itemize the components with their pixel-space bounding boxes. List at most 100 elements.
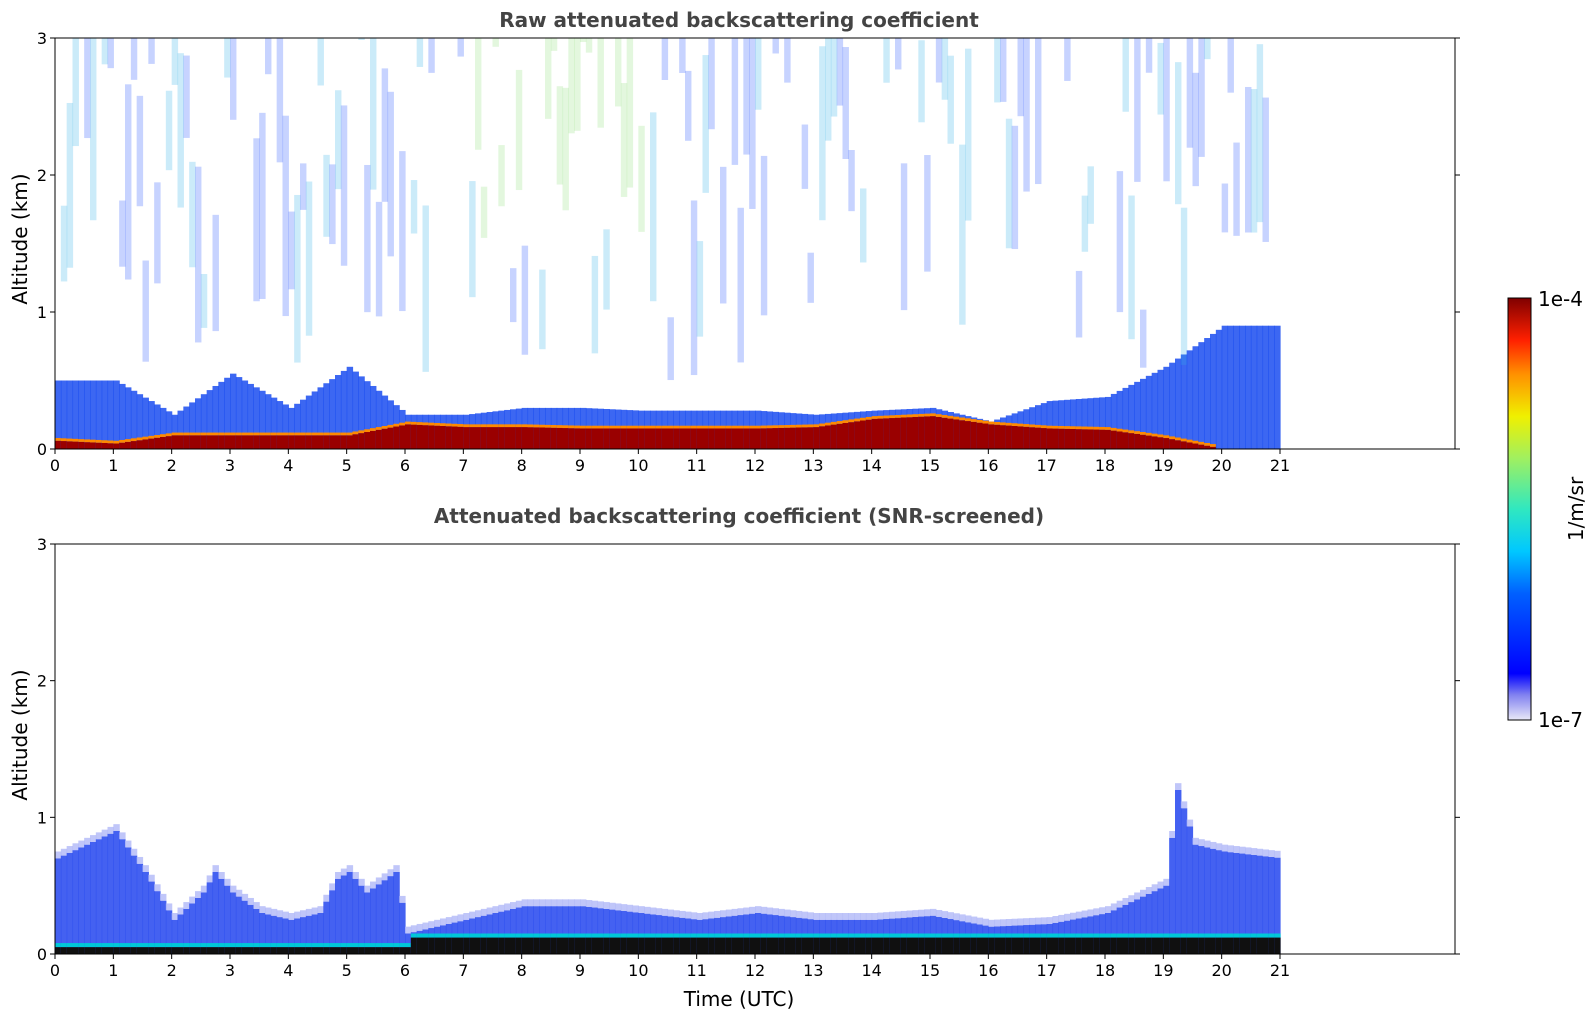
x-tick-label: 11 — [686, 961, 706, 980]
heat-cell — [457, 424, 464, 427]
heat-cell — [1017, 937, 1024, 954]
heat-cell — [440, 918, 447, 926]
heat-cell — [90, 380, 97, 450]
heat-cell — [317, 38, 324, 86]
heat-cell — [235, 943, 243, 948]
y-tick-label: 1 — [37, 303, 47, 322]
heat-cell — [1163, 38, 1170, 182]
heat-cell — [1140, 432, 1147, 435]
heat-cell — [183, 943, 190, 948]
heat-cell — [1040, 937, 1048, 954]
heat-cell — [393, 865, 400, 872]
heat-cell — [766, 425, 774, 429]
heat-cell — [352, 878, 359, 954]
heat-cell — [667, 933, 674, 938]
heat-cell — [615, 428, 622, 449]
heat-cell — [1099, 933, 1106, 938]
heat-cell — [830, 913, 838, 920]
heat-cell — [539, 906, 546, 954]
heat-cell — [329, 883, 336, 891]
heat-cell — [661, 937, 669, 954]
heat-cell — [1169, 933, 1176, 938]
heat-cell — [766, 907, 774, 915]
heat-cell — [912, 416, 919, 449]
heat-cell — [1262, 933, 1269, 938]
heat-cell — [725, 933, 733, 938]
heat-cell — [1180, 441, 1188, 449]
heat-cell — [317, 387, 324, 450]
heat-cell — [1087, 398, 1094, 450]
heat-cell — [125, 847, 132, 954]
heat-cell — [1215, 933, 1223, 938]
heat-cell — [119, 947, 126, 954]
x-tick-label: 2 — [167, 961, 177, 980]
x-tick-label: 17 — [1036, 961, 1056, 980]
heat-cell — [1157, 369, 1164, 450]
heat-cell — [877, 912, 884, 920]
heat-cell — [224, 885, 231, 954]
heat-cell — [399, 151, 406, 312]
heat-cell — [848, 933, 855, 938]
heat-cell — [247, 943, 254, 948]
heat-cell — [597, 901, 604, 909]
heat-cell — [422, 422, 429, 426]
heat-cell — [1145, 432, 1153, 436]
heat-cell — [655, 937, 663, 954]
heat-cell — [352, 371, 359, 450]
heat-cell — [1198, 444, 1205, 449]
heat-cell — [498, 145, 505, 207]
heat-cell — [247, 435, 254, 449]
heat-cell — [912, 414, 919, 417]
heat-cell — [1099, 937, 1106, 954]
heat-cell — [766, 428, 774, 449]
heat-cell — [615, 425, 622, 429]
heat-cell — [311, 435, 319, 449]
heat-cell — [66, 846, 74, 853]
heat-cell — [795, 910, 803, 918]
heat-cell — [160, 943, 167, 948]
heat-cell — [801, 424, 809, 428]
heat-cell — [720, 933, 727, 938]
heat-cell — [906, 414, 914, 418]
heat-cell — [1110, 393, 1118, 450]
heat-cell — [585, 933, 593, 938]
heat-cell — [1210, 444, 1217, 447]
heat-cell — [690, 425, 698, 429]
heat-cell — [714, 425, 721, 429]
heat-cell — [1175, 62, 1182, 205]
heat-cell — [165, 943, 173, 948]
heat-cell — [195, 435, 202, 449]
heat-cell — [107, 833, 114, 954]
heat-cell — [393, 423, 400, 427]
heat-cell — [1046, 401, 1054, 450]
heat-cell — [755, 937, 762, 954]
heat-cell — [515, 427, 523, 449]
heat-cell — [55, 438, 62, 441]
heat-cell — [270, 397, 278, 450]
heat-cell — [714, 933, 721, 938]
heat-cell — [463, 427, 470, 449]
heat-cell — [183, 435, 190, 449]
heat-cell — [1169, 837, 1176, 954]
heat-cell — [778, 427, 785, 449]
heat-cell — [1099, 907, 1106, 915]
heat-cell — [195, 166, 202, 343]
heat-cell — [585, 937, 593, 954]
y-tick-label: 3 — [37, 29, 47, 48]
heat-cell — [1221, 851, 1229, 954]
heat-cell — [358, 38, 365, 41]
heat-cell — [673, 425, 680, 429]
heat-cell — [125, 441, 132, 449]
heat-cell — [212, 385, 219, 450]
x-tick-label: 14 — [861, 961, 881, 980]
heat-cell — [994, 919, 1001, 927]
heat-cell — [825, 933, 832, 938]
heat-cell — [270, 435, 278, 449]
heat-cell — [399, 947, 406, 954]
heat-cell — [708, 38, 715, 130]
heat-cell — [988, 421, 995, 425]
heat-cell — [725, 937, 733, 954]
heat-cell — [1215, 843, 1223, 851]
heat-cell — [300, 435, 307, 449]
heat-cell — [848, 419, 855, 423]
